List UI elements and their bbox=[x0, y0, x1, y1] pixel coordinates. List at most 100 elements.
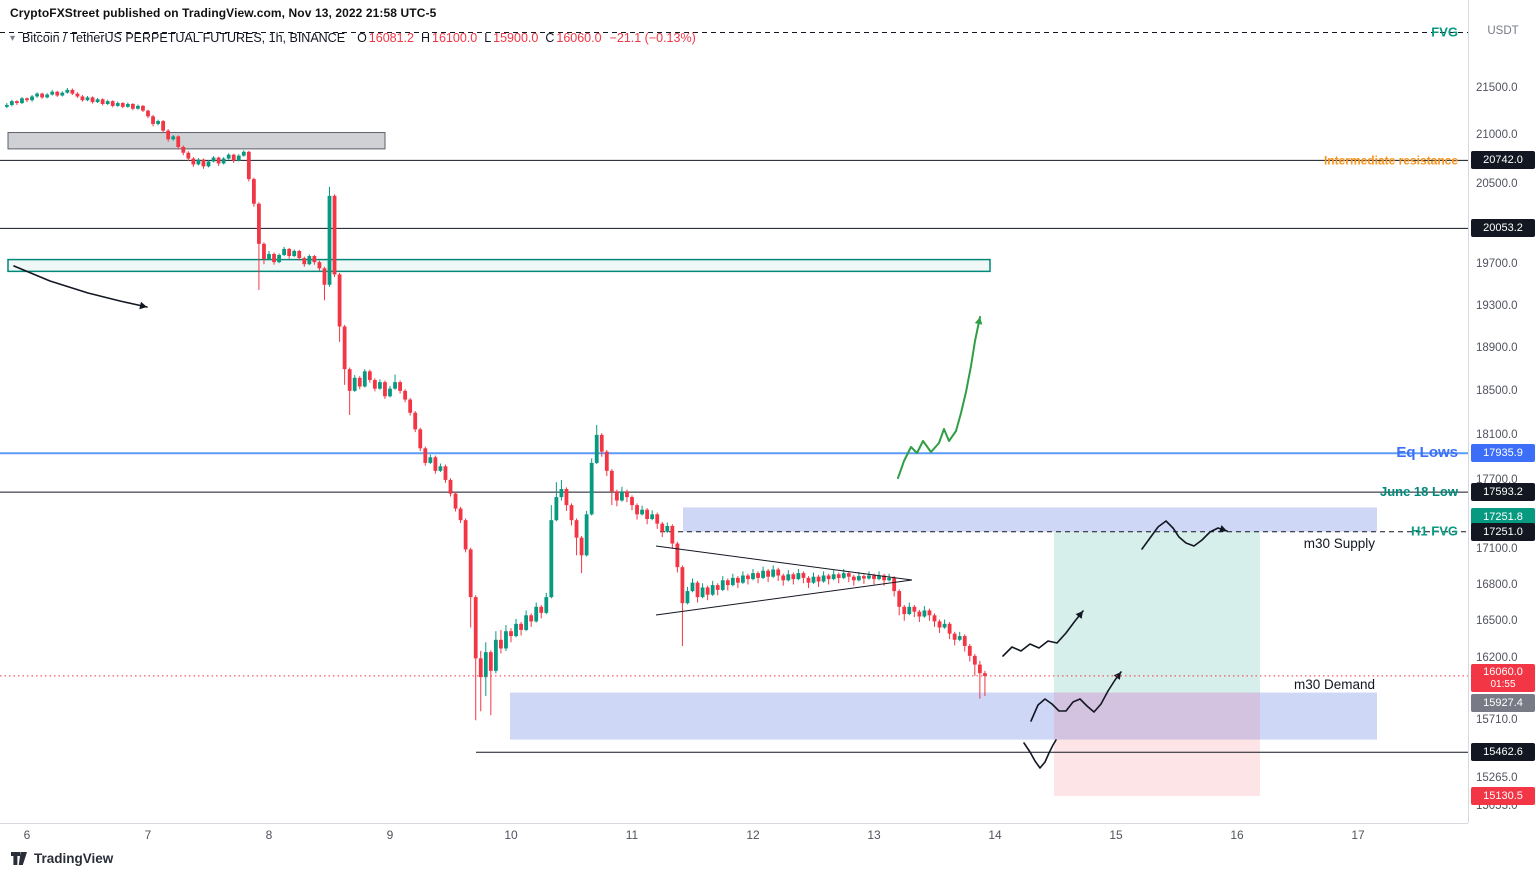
projection-arrow-left[interactable] bbox=[13, 265, 148, 308]
time-label: 7 bbox=[144, 828, 152, 842]
candle-body bbox=[851, 576, 856, 581]
price-badge: 17593.2 bbox=[1471, 483, 1535, 502]
time-label: 8 bbox=[265, 828, 273, 842]
candlestick-series[interactable] bbox=[4, 88, 987, 721]
candle-body bbox=[831, 574, 836, 580]
price-axis[interactable]: USDT 21500.0 21000.0 20500.0 19700.0 19300.0… bbox=[1468, 0, 1536, 823]
candle-body bbox=[90, 97, 95, 103]
candle-body bbox=[700, 587, 705, 598]
candle-body bbox=[297, 250, 302, 259]
candle-body bbox=[307, 256, 312, 265]
candle-body bbox=[488, 652, 493, 671]
triangle-upper-trendline[interactable] bbox=[655, 545, 913, 581]
candle-body bbox=[120, 103, 125, 107]
chart-legend: ▾ Bitcoin / TetherUS PERPETUAL FUTURES, … bbox=[10, 31, 696, 45]
price-badge: 17251.0 bbox=[1471, 522, 1535, 541]
time-label: 15 bbox=[1109, 828, 1123, 842]
price-tick: 21000.0 bbox=[1476, 129, 1518, 142]
time-label: 9 bbox=[386, 828, 394, 842]
candle-body bbox=[801, 573, 806, 578]
price-tick: 18900.0 bbox=[1476, 341, 1518, 354]
ohlc-value: 16081.2 bbox=[368, 31, 414, 45]
candle-body bbox=[236, 155, 241, 161]
resistance-zone-box[interactable] bbox=[7, 132, 386, 150]
tradingview-logo[interactable]: TradingView bbox=[10, 850, 113, 867]
candle-body bbox=[302, 258, 307, 265]
candle-body bbox=[206, 161, 211, 167]
candle-body bbox=[811, 576, 816, 583]
m30-demand-label[interactable]: m30 Demand bbox=[1294, 677, 1375, 692]
candle-body bbox=[393, 382, 397, 389]
candle-body bbox=[862, 576, 866, 579]
candle-body bbox=[473, 597, 478, 659]
candle-body bbox=[463, 520, 468, 550]
ohlc-label: C bbox=[545, 31, 555, 45]
candle-body bbox=[872, 575, 876, 580]
price-chart-canvas[interactable]: FVG Intermediate resistance Eq Lows June 18… bbox=[0, 0, 1468, 823]
candle-body bbox=[423, 448, 428, 463]
projection-arrow-green[interactable] bbox=[897, 316, 981, 479]
time-axis[interactable]: 6 7 8 9 10 11 12 13 14 15 16 17 bbox=[0, 823, 1468, 846]
projection-arrow-supply-arrowhead bbox=[1219, 525, 1227, 533]
long-position-profit-zone[interactable] bbox=[1054, 531, 1260, 693]
candle-body bbox=[231, 154, 236, 161]
candle-body bbox=[136, 105, 140, 109]
m30-demand-zone[interactable] bbox=[510, 692, 1377, 740]
candle-body bbox=[867, 575, 871, 579]
candle-body bbox=[781, 575, 786, 581]
candle-body bbox=[196, 159, 201, 165]
teal-zone-box[interactable] bbox=[7, 258, 991, 273]
candle-body bbox=[952, 633, 957, 640]
h1-fvg-level-label: H1 FVG bbox=[1411, 524, 1458, 539]
projection-arrow-supply[interactable] bbox=[1141, 520, 1228, 550]
candle-body bbox=[388, 388, 392, 397]
long-position-loss-zone[interactable] bbox=[1054, 692, 1260, 796]
candle-body bbox=[937, 621, 942, 628]
candle-body bbox=[413, 412, 418, 430]
projection-arrow-mid[interactable] bbox=[1002, 610, 1084, 657]
ohlc-label: O bbox=[357, 31, 367, 45]
candle-body bbox=[665, 525, 670, 532]
price-change: −21.1 (−0.13%) bbox=[609, 31, 696, 45]
candle-body bbox=[115, 103, 120, 106]
tradingview-logo-icon bbox=[11, 852, 27, 865]
fvg-level-label: FVG bbox=[1431, 25, 1458, 40]
candle-body bbox=[856, 576, 861, 581]
candle-body bbox=[746, 575, 750, 580]
candle-body bbox=[670, 525, 675, 544]
price-tick: 20500.0 bbox=[1476, 177, 1518, 190]
candle-body bbox=[262, 243, 266, 260]
triangle-lower-trendline[interactable] bbox=[655, 579, 913, 616]
projection-arrow-left-arrowhead bbox=[139, 301, 147, 310]
symbol-title[interactable]: Bitcoin / TetherUS PERPETUAL FUTURES, 1h… bbox=[22, 31, 346, 45]
candle-body bbox=[524, 615, 529, 630]
candle-body bbox=[766, 570, 771, 577]
price-badge: 16060.0 01:55 bbox=[1471, 663, 1535, 692]
candle-body bbox=[70, 89, 75, 94]
candle-body bbox=[877, 575, 881, 580]
projection-arrow-demand[interactable] bbox=[1030, 671, 1122, 722]
chevron-down-icon[interactable]: ▾ bbox=[10, 32, 16, 44]
price-tick: 17700.0 bbox=[1476, 473, 1518, 486]
candle-body bbox=[660, 523, 665, 532]
candle-body bbox=[962, 636, 967, 646]
candle-body bbox=[907, 606, 912, 615]
candle-body bbox=[156, 121, 160, 124]
price-badge: 20053.2 bbox=[1471, 219, 1535, 238]
candle-body bbox=[438, 466, 443, 471]
candle-body bbox=[720, 580, 725, 590]
candle-body bbox=[317, 262, 322, 269]
m30-supply-label[interactable]: m30 Supply bbox=[1304, 536, 1376, 551]
candle-body bbox=[458, 508, 463, 521]
candle-body bbox=[347, 369, 352, 391]
candle-body bbox=[80, 96, 85, 101]
m30-supply-zone[interactable] bbox=[683, 507, 1377, 532]
candle-body bbox=[216, 157, 221, 164]
candle-body bbox=[967, 645, 972, 656]
candle-body bbox=[9, 101, 14, 105]
price-tick: 17100.0 bbox=[1476, 543, 1518, 556]
squiggle-15462[interactable] bbox=[1023, 739, 1057, 769]
candle-body bbox=[141, 105, 145, 111]
candle-body bbox=[171, 136, 176, 140]
candle-body bbox=[483, 652, 488, 678]
